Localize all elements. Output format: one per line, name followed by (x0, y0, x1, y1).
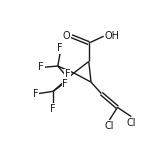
Text: F: F (65, 69, 70, 79)
Text: F: F (57, 44, 63, 53)
Text: F: F (62, 79, 68, 89)
Text: Cl: Cl (105, 121, 114, 131)
Text: F: F (38, 62, 44, 72)
Text: Cl: Cl (127, 118, 136, 128)
Text: OH: OH (105, 31, 120, 41)
Text: F: F (33, 89, 38, 99)
Text: O: O (63, 31, 70, 41)
Text: F: F (50, 104, 56, 114)
